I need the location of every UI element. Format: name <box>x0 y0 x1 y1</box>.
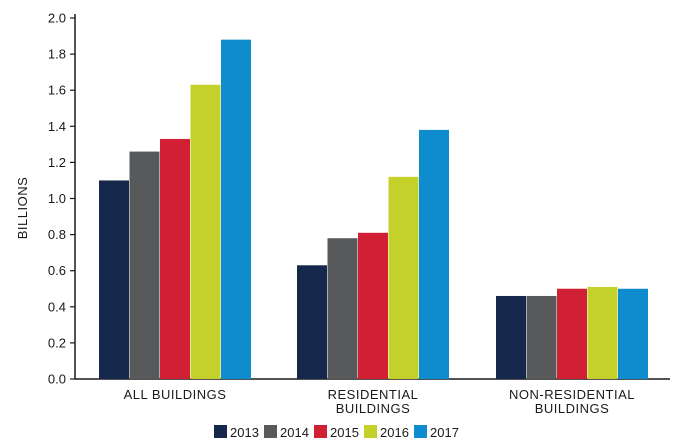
y-tick-label: 1.2 <box>48 155 66 170</box>
bar-2015-cat2 <box>557 288 587 379</box>
y-tick-label: 0.6 <box>48 263 66 278</box>
x-category-label: RESIDENTIAL <box>328 387 419 402</box>
y-axis-title: BILLIONS <box>15 177 30 240</box>
y-tick-label: 2.0 <box>48 11 66 26</box>
bar-2013-cat1 <box>297 265 327 379</box>
bar-2015-cat0 <box>160 138 190 379</box>
bar-2013-cat0 <box>99 180 129 379</box>
y-axis-ticks: 0.0 0.2 0.4 0.6 0.8 1.0 1.2 1.4 1.6 1.8 2.0 <box>48 11 75 387</box>
bar-2013-cat2 <box>496 295 526 379</box>
legend-swatch-2016 <box>364 425 377 438</box>
legend-label-2015: 2015 <box>330 425 359 440</box>
bar-2017-cat2 <box>618 288 648 379</box>
bar-2014-cat2 <box>526 295 557 379</box>
legend-label-2013: 2013 <box>230 425 259 440</box>
legend-label-2017: 2017 <box>430 425 459 440</box>
x-category-label: BUILDINGS <box>336 401 411 416</box>
y-tick-label: 1.4 <box>48 119 66 134</box>
y-tick-label: 0.0 <box>48 372 66 387</box>
bar-2016-cat0 <box>190 84 221 379</box>
y-tick-label: 0.4 <box>48 299 66 314</box>
bar-2016-cat1 <box>388 176 419 379</box>
legend-swatch-2014 <box>264 425 277 438</box>
legend: 2013 2014 2015 2016 2017 <box>214 425 459 440</box>
bar-2016-cat2 <box>587 286 618 379</box>
y-tick-label: 0.8 <box>48 227 66 242</box>
x-category-label: ALL BUILDINGS <box>124 387 227 402</box>
x-category-label: BUILDINGS <box>535 401 610 416</box>
x-category-label: NON-RESIDENTIAL <box>509 387 635 402</box>
bar-2014-cat0 <box>129 151 160 379</box>
y-tick-label: 0.2 <box>48 335 66 350</box>
y-tick-label: 1.0 <box>48 191 66 206</box>
legend-swatch-2017 <box>414 425 427 438</box>
y-axis-title-group: BILLIONS <box>15 177 30 240</box>
bar-2017-cat1 <box>419 129 449 379</box>
bar-2015-cat1 <box>358 232 388 379</box>
y-tick-label: 1.6 <box>48 83 66 98</box>
x-axis-labels: ALL BUILDINGS RESIDENTIALBUILDINGSNON-RES… <box>124 387 635 416</box>
legend-swatch-2013 <box>214 425 227 438</box>
bar-2014-cat1 <box>327 238 358 379</box>
y-tick-label: 1.8 <box>48 47 66 62</box>
bar-2017-cat0 <box>221 39 251 379</box>
bars <box>99 39 648 379</box>
legend-label-2016: 2016 <box>380 425 409 440</box>
legend-swatch-2015 <box>314 425 327 438</box>
legend-label-2014: 2014 <box>280 425 309 440</box>
